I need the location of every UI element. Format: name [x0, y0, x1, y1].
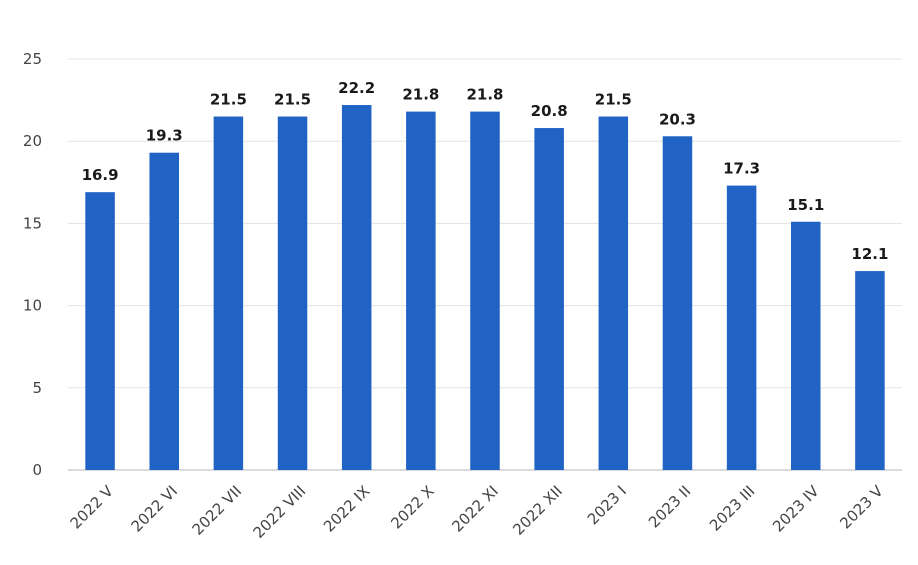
data-label: 21.5 — [210, 91, 247, 109]
data-label: 16.9 — [82, 166, 119, 184]
data-label: 15.1 — [787, 196, 824, 214]
data-label: 22.2 — [338, 79, 375, 97]
x-tick-label: 2022 VI — [128, 482, 181, 535]
x-tick-label: 2022 X — [387, 482, 437, 532]
y-tick-label: 15 — [23, 214, 42, 232]
x-tick-label: 2023 IV — [769, 482, 823, 536]
x-tick-label: 2022 IX — [320, 482, 373, 535]
data-label: 19.3 — [146, 127, 183, 145]
y-tick-label: 20 — [23, 132, 42, 150]
x-axis-ticks: 2022 V 2022 VI 2022 VII 2022 VIII 2022 IX 202… — [67, 482, 888, 542]
bar — [662, 136, 693, 470]
data-label: 21.8 — [402, 86, 439, 104]
data-label: 17.3 — [723, 160, 760, 178]
data-label: 20.8 — [531, 102, 568, 120]
bar — [470, 111, 500, 470]
bar — [726, 185, 757, 470]
bar — [277, 116, 308, 470]
x-tick-label: 2022 VII — [189, 482, 246, 539]
x-tick-label: 2022 XI — [448, 482, 501, 535]
y-tick-label: 5 — [32, 379, 42, 397]
y-tick-label: 0 — [32, 461, 42, 479]
x-tick-label: 2022 V — [67, 482, 118, 533]
data-labels: 16.9 19.3 21.5 21.5 22.2 21.8 21.8 20.8 21.5 20.3… — [82, 79, 889, 263]
y-tick-label: 25 — [23, 50, 42, 68]
data-label: 21.5 — [274, 91, 311, 109]
x-tick-label: 2022 VIII — [250, 482, 310, 542]
bar — [406, 111, 436, 470]
bar — [791, 221, 821, 470]
data-label: 21.8 — [466, 86, 503, 104]
data-label: 21.5 — [595, 91, 632, 109]
x-tick-label: 2023 I — [584, 482, 630, 528]
bar — [598, 116, 629, 470]
data-label: 20.3 — [659, 110, 696, 128]
x-tick-label: 2022 XII — [509, 482, 566, 539]
x-tick-label: 2023 II — [645, 482, 694, 531]
bar — [149, 152, 179, 470]
x-tick-label: 2023 III — [706, 482, 758, 534]
data-label: 12.1 — [851, 245, 888, 263]
y-axis-ticks: 0 5 10 15 20 25 — [23, 50, 42, 479]
y-tick-label: 10 — [23, 297, 42, 315]
bar — [85, 192, 115, 470]
bar — [213, 116, 244, 470]
bar — [855, 271, 885, 470]
bars — [85, 105, 885, 471]
bar — [534, 128, 564, 470]
x-tick-label: 2023 V — [836, 482, 887, 533]
bar — [341, 105, 372, 471]
